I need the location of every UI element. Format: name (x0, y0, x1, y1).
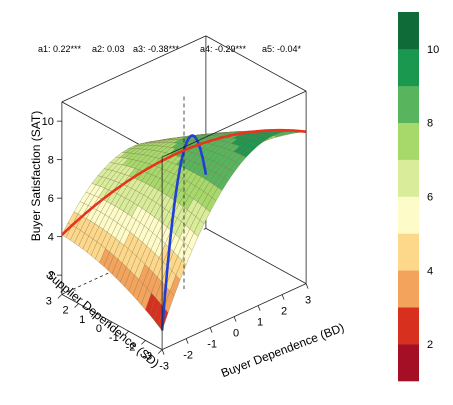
y-tick (157, 349, 163, 354)
z-tick-label: 2 (48, 270, 54, 282)
z-tick-label: 8 (48, 155, 54, 167)
y-tick (124, 330, 129, 336)
z-tick-label: 4 (48, 232, 54, 244)
y-tick-label: -3 (142, 351, 152, 363)
colorbar-tick-label: 10 (427, 44, 439, 56)
colorbar-segment (398, 233, 419, 271)
colorbar-segment (398, 196, 419, 234)
colorbar-tick-label: 6 (427, 192, 433, 204)
coef-a5: a5: -0.04* (262, 44, 302, 54)
x-tick (233, 316, 237, 322)
x-tick-label: 2 (281, 306, 287, 318)
colorbar-segment (398, 48, 419, 87)
colorbar-tick-label: 2 (427, 339, 433, 351)
incongruence-line (61, 128, 307, 236)
x-tick (281, 294, 285, 300)
x-tick (161, 349, 165, 355)
colorbar-segment (398, 344, 419, 382)
colorbar-legend: 2 4 6 8 10 (398, 12, 439, 382)
y-tick (141, 340, 146, 345)
x-tick-label: 0 (233, 328, 239, 340)
x-tick-label: -2 (183, 350, 193, 362)
y-tick (91, 312, 96, 318)
colorbar-segment (398, 159, 419, 197)
z-axis-label: Buyer Satisfaction (SAT) (29, 111, 43, 242)
z-tick-label: 6 (48, 193, 54, 205)
x-tick-label: -3 (159, 361, 169, 373)
y-tick-label: 1 (79, 314, 85, 326)
colorbar-tick-label: 8 (427, 118, 433, 130)
y-tick (107, 321, 113, 327)
colorbar-segment (398, 122, 419, 160)
y-tick-label: -1 (109, 332, 119, 344)
x-tick (305, 283, 309, 289)
coef-a1: a1: 0.22*** (38, 44, 82, 54)
z-tick-label: 10 (42, 116, 54, 128)
box-edge-right-top (205, 35, 307, 92)
y-tick-label: -2 (126, 341, 136, 353)
x-tick (257, 305, 261, 311)
box-edge-back-top (61, 35, 207, 103)
x-tick-label: -1 (207, 339, 217, 351)
colorbar-segment (398, 270, 419, 308)
coef-a3: a3: -0.38*** (133, 44, 180, 54)
x-tick-label: 1 (257, 317, 263, 329)
x-tick (209, 327, 213, 333)
x-tick-label: 3 (305, 295, 311, 307)
colorbar-segment (398, 307, 419, 345)
y-tick-label: 2 (62, 305, 68, 317)
coef-a2: a2: 0.03 (92, 44, 125, 54)
box-edge-right-bottom (205, 228, 307, 284)
colorbar-tick-label: 4 (427, 265, 433, 277)
y-tick (74, 303, 79, 308)
y-tick-label: 3 (46, 295, 52, 307)
colorbar-segment (398, 85, 419, 123)
y-tick-label: 0 (96, 323, 102, 335)
surface-lines (61, 128, 307, 331)
colorbar-segment (398, 12, 419, 50)
box-edge-front-top (161, 90, 307, 158)
y-tick (57, 294, 63, 299)
x-tick (185, 338, 189, 344)
